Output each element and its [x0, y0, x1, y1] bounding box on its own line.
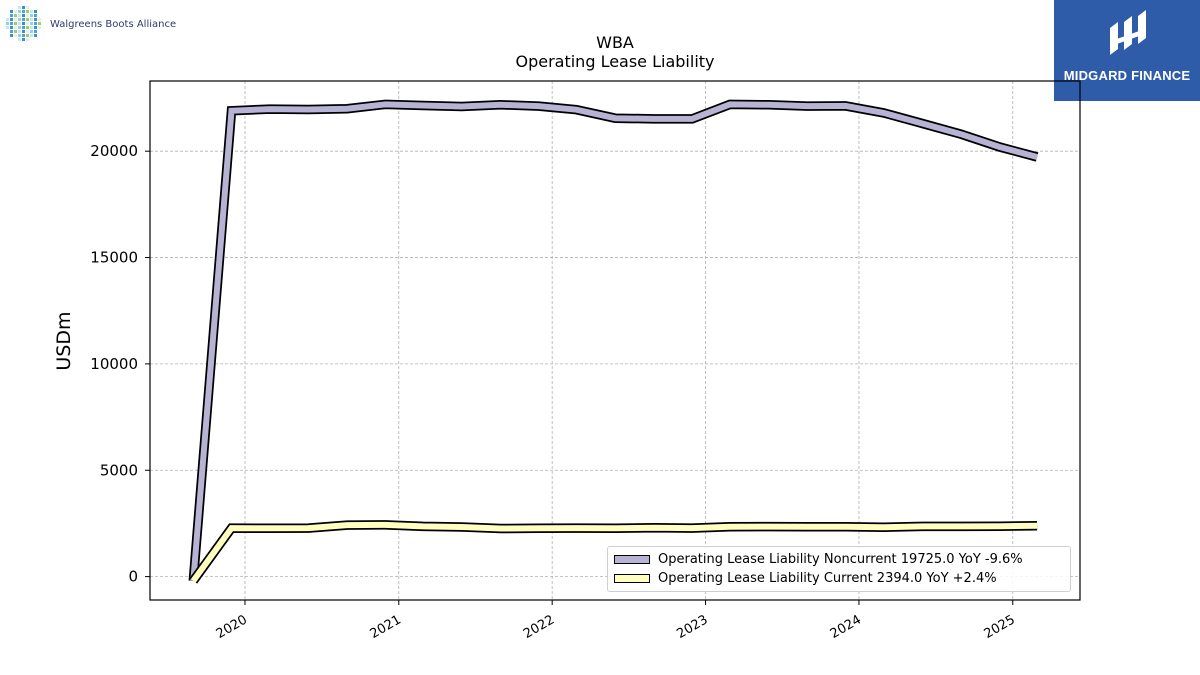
y-tick-label: 0 — [128, 568, 138, 586]
company-name: Walgreens Boots Alliance — [50, 18, 177, 30]
legend-swatch-current — [614, 574, 650, 583]
legend-item-current: Operating Lease Liability Current 2394.0… — [614, 569, 1064, 588]
x-tick-label: 2021 — [368, 612, 404, 642]
legend-label-current: Operating Lease Liability Current 2394.0… — [658, 571, 997, 586]
chart-subtitle: Operating Lease Liability — [515, 52, 715, 71]
legend-swatch-noncurrent — [614, 555, 650, 564]
series-line — [190, 101, 1038, 582]
brand-emblem-icon — [1110, 10, 1146, 55]
x-tick-label: 2020 — [214, 612, 250, 642]
brand-name: MIDGARD FINANCE — [1063, 68, 1191, 83]
x-tick-label: 2022 — [521, 612, 557, 642]
company-logo-icon — [6, 6, 41, 41]
plot-frame — [149, 80, 1081, 601]
legend-label-noncurrent: Operating Lease Liability Noncurrent 197… — [658, 552, 1023, 567]
y-tick-label: 10000 — [90, 355, 138, 373]
y-tick-label: 15000 — [90, 249, 138, 267]
x-tick-label: 2024 — [828, 612, 864, 642]
y-tick-label: 20000 — [90, 142, 138, 160]
legend-item-noncurrent: Operating Lease Liability Noncurrent 197… — [614, 550, 1064, 569]
x-tick-label: 2025 — [982, 612, 1018, 642]
series-line-outline — [188, 99, 1039, 582]
chart-title: WBA — [596, 33, 634, 52]
x-tick-label: 2023 — [674, 612, 710, 642]
chart-legend: Operating Lease Liability Noncurrent 197… — [607, 546, 1071, 592]
brand-logo: MIDGARD FINANCE — [1054, 0, 1200, 101]
company-logo: Walgreens Boots Alliance — [4, 4, 176, 44]
series-line — [190, 521, 1038, 583]
y-axis-label: USDm — [53, 311, 75, 370]
y-tick-label: 5000 — [100, 461, 138, 479]
